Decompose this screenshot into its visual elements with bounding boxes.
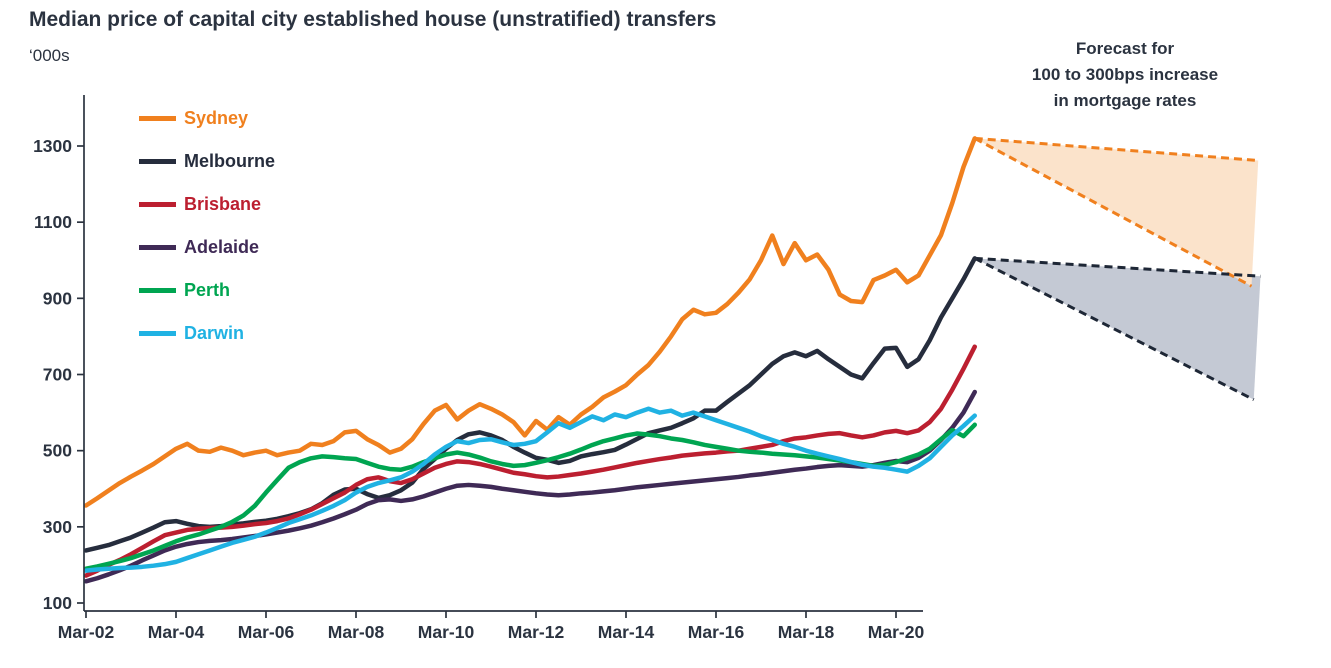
legend-swatch-sydney <box>139 115 176 121</box>
legend-item-darwin: Darwin <box>139 321 275 345</box>
legend-label-adelaide: Adelaide <box>184 237 260 257</box>
forecast-annotation-line-3: in mortgage rates <box>1053 91 1197 110</box>
legend-swatch-darwin <box>139 330 176 336</box>
legend-item-perth: Perth <box>139 278 275 302</box>
x-tick-label-Mar-06: Mar-06 <box>238 622 295 642</box>
series-line-melbourne <box>83 256 977 553</box>
legend-label-brisbane: Brisbane <box>184 194 262 214</box>
legend-swatch-brisbane <box>139 201 176 207</box>
melbourne-forecast-fan-lower-edge <box>974 257 1255 401</box>
legend-item-brisbane: Brisbane <box>139 192 275 216</box>
y-tick-label-500: 500 <box>43 441 72 461</box>
y-tick-label-300: 300 <box>43 517 72 537</box>
legend-swatch-melbourne <box>139 158 176 164</box>
legend-item-adelaide: Adelaide <box>139 235 275 259</box>
y-tick-label-1100: 1100 <box>34 212 72 232</box>
x-tick-label-Mar-20: Mar-20 <box>868 622 925 642</box>
series-line-sydney <box>83 136 977 508</box>
y-tick-label-900: 900 <box>43 288 72 308</box>
forecast-annotation-line-2: 100 to 300bps increase <box>1031 65 1219 84</box>
y-tick-label-1300: 1300 <box>33 136 72 156</box>
legend: Sydney Melbourne Brisbane Adelaide Perth Darw… <box>139 106 275 364</box>
forecast-annotation-line-1: Forecast for <box>1075 39 1175 58</box>
legend-item-sydney: Sydney <box>139 106 275 130</box>
series-line-perth <box>83 422 977 571</box>
series-line-brisbane <box>83 344 977 578</box>
forecast-annotation: Forecast for 100 to 300bps increase in m… <box>999 36 1251 114</box>
y-axis-units-label: ‘000s <box>29 46 70 65</box>
x-tick-label-Mar-12: Mar-12 <box>508 622 565 642</box>
x-tick-label-Mar-18: Mar-18 <box>778 622 835 642</box>
y-tick-label-100: 100 <box>43 593 72 613</box>
y-tick-label-700: 700 <box>43 365 72 385</box>
melbourne-forecast-fan-fill <box>974 258 1261 400</box>
sydney-forecast-fan-upper-edge <box>974 136 1259 162</box>
legend-swatch-adelaide <box>139 244 176 250</box>
x-tick-label-Mar-04: Mar-04 <box>148 622 205 642</box>
x-tick-label-Mar-10: Mar-10 <box>418 622 475 642</box>
sydney-forecast-fan-lower-edge <box>974 137 1253 288</box>
x-tick-label-Mar-14: Mar-14 <box>598 622 655 642</box>
legend-label-sydney: Sydney <box>184 108 249 128</box>
legend-item-melbourne: Melbourne <box>139 149 275 173</box>
x-tick-label-Mar-16: Mar-16 <box>688 622 745 642</box>
legend-swatch-perth <box>139 287 176 293</box>
x-tick-label-Mar-08: Mar-08 <box>328 622 385 642</box>
x-tick-label-Mar-02: Mar-02 <box>58 622 115 642</box>
legend-label-perth: Perth <box>184 280 231 300</box>
legend-label-melbourne: Melbourne <box>184 151 276 171</box>
chart-title: Median price of capital city established… <box>29 8 717 31</box>
series-line-darwin <box>83 406 977 573</box>
melbourne-forecast-fan-upper-edge <box>974 256 1261 278</box>
legend-label-darwin: Darwin <box>184 323 245 343</box>
series-line-adelaide <box>83 389 977 584</box>
